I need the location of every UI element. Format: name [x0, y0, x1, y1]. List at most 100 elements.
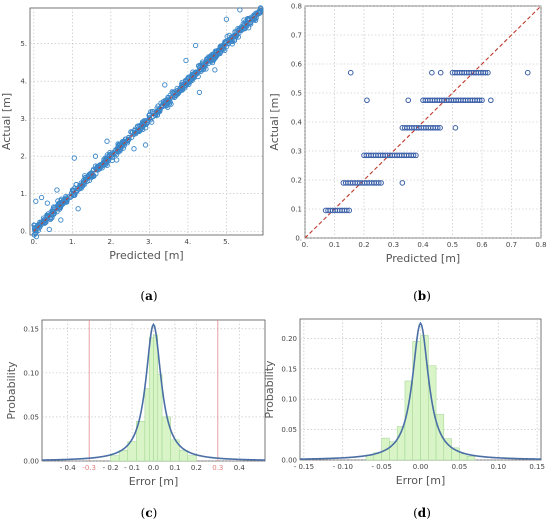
data-point: [40, 215, 47, 221]
data-point: [47, 216, 54, 223]
histogram-bar: [420, 335, 429, 461]
data-point: [437, 125, 443, 131]
data-point: [162, 82, 168, 88]
data-point: [479, 97, 485, 104]
y-axis-label-a: Actual [m]: [0, 93, 13, 150]
reference-line-b: [304, 5, 542, 239]
x-tick-label-d: 0.10: [490, 463, 506, 471]
data-point: [174, 85, 180, 92]
x-tick-label-b: 0.5: [447, 241, 458, 249]
data-point: [437, 69, 444, 76]
data-point: [46, 226, 52, 233]
panel-b: 0. 0.1 0.2 0.3 0.4 0.5 0.6 0.7 0.8 0. 0.1 0.2 0.3 0.4…: [268, 3, 547, 266]
y-axis-label-b: Actual [m]: [268, 93, 281, 150]
x-tick-label-b: 0.4: [417, 241, 429, 249]
x-tick-label-d: - 0.10: [333, 463, 353, 471]
data-point: [212, 52, 218, 59]
data-point: [242, 22, 248, 28]
y-axis-label-c: Probability: [5, 361, 18, 420]
data-point: [246, 15, 252, 22]
data-point: [166, 101, 173, 107]
data-point: [237, 7, 243, 13]
data-point: [92, 153, 99, 159]
y-tick-label-b: 0.4: [291, 119, 303, 127]
caption-c-letter: c: [145, 506, 152, 520]
data-point: [346, 207, 353, 214]
histogram-bar: [187, 455, 197, 462]
data-point: [106, 153, 113, 159]
data-point: [229, 41, 235, 47]
data-point: [37, 219, 43, 225]
x-tick-label-a: 3.: [146, 238, 153, 246]
data-point: [60, 201, 66, 207]
data-point: [364, 97, 370, 104]
data-point: [215, 48, 222, 55]
data-point: [142, 142, 149, 148]
y-tick-label-b: 0.6: [291, 61, 303, 69]
data-point: [106, 151, 113, 158]
data-point: [107, 149, 113, 156]
x-tick-label-b: 0.: [302, 241, 309, 249]
x-tick-label-a: 1.: [69, 238, 76, 246]
panel-d: - 0.15 - 0.10 - 0.05 0.00 0.05 0.10 0.15 0.00 0.…: [263, 318, 545, 487]
data-point: [95, 167, 101, 173]
caption-a: (a): [140, 289, 157, 303]
x-tick-label-c: 0.1: [169, 464, 180, 472]
x-tick-label-d: 0.00: [413, 463, 429, 471]
data-point: [171, 92, 178, 98]
data-point: [204, 58, 211, 65]
histogram-bar: [153, 334, 159, 462]
x-tick-label-c: 0.4: [234, 464, 246, 472]
panel-a: 0. 1. 2. 3. 4. 5. 0. 1. 2. 3. 4. 5. Predicted [m] Act…: [0, 5, 264, 262]
y-tick-label-b: 0.8: [291, 3, 302, 11]
x-tick-label-b: 0.3: [388, 241, 399, 249]
data-point: [68, 193, 75, 199]
x-tick-label-b: 0.1: [329, 241, 340, 249]
histogram-bar: [459, 453, 468, 461]
caption-c: (c): [141, 506, 158, 520]
data-point: [485, 69, 491, 76]
y-tick-label-b: 0.5: [291, 90, 302, 98]
histogram-bar: [404, 380, 413, 461]
x-tick-label-a: 0.: [31, 238, 38, 246]
data-point: [174, 89, 181, 95]
data-point: [37, 222, 43, 228]
caption-d: (d): [413, 506, 431, 520]
y-tick-label-c: 0.00: [23, 458, 39, 466]
data-point: [476, 97, 483, 104]
y-tick-label-a: 4.: [20, 78, 27, 86]
data-point: [165, 97, 171, 104]
y-tick-label-a: 5.: [20, 40, 27, 48]
data-point: [192, 42, 199, 49]
y-tick-label-a: 3.: [20, 115, 27, 123]
histogram-bar: [435, 414, 445, 461]
data-point: [38, 194, 45, 201]
y-tick-label-a: 2.: [20, 153, 27, 161]
x-tick-label-d: 0.05: [452, 463, 468, 471]
data-point: [212, 67, 218, 73]
data-point: [146, 115, 153, 121]
data-point: [218, 45, 225, 51]
data-point: [253, 15, 259, 21]
data-point: [72, 185, 78, 191]
x-axis-label-c: Error [m]: [129, 475, 179, 488]
data-point: [91, 173, 97, 179]
caption-b: (b): [413, 289, 431, 303]
caption-d-letter: d: [418, 506, 427, 520]
data-point: [378, 180, 384, 186]
data-point: [75, 206, 81, 212]
data-point: [193, 69, 199, 75]
data-point: [251, 12, 258, 18]
data-point: [223, 16, 230, 22]
data-point: [434, 125, 441, 131]
data-point: [98, 162, 104, 168]
data-point: [58, 217, 64, 223]
y-tick-label-d: 0.15: [281, 365, 297, 373]
x-tick-label-c: -0.3: [82, 464, 96, 472]
histogram-bar: [118, 450, 129, 462]
y-axis-label-d: Probability: [263, 360, 276, 419]
data-point: [482, 69, 489, 76]
x-tick-label-d: 0.15: [529, 463, 545, 471]
data-point: [155, 107, 161, 114]
